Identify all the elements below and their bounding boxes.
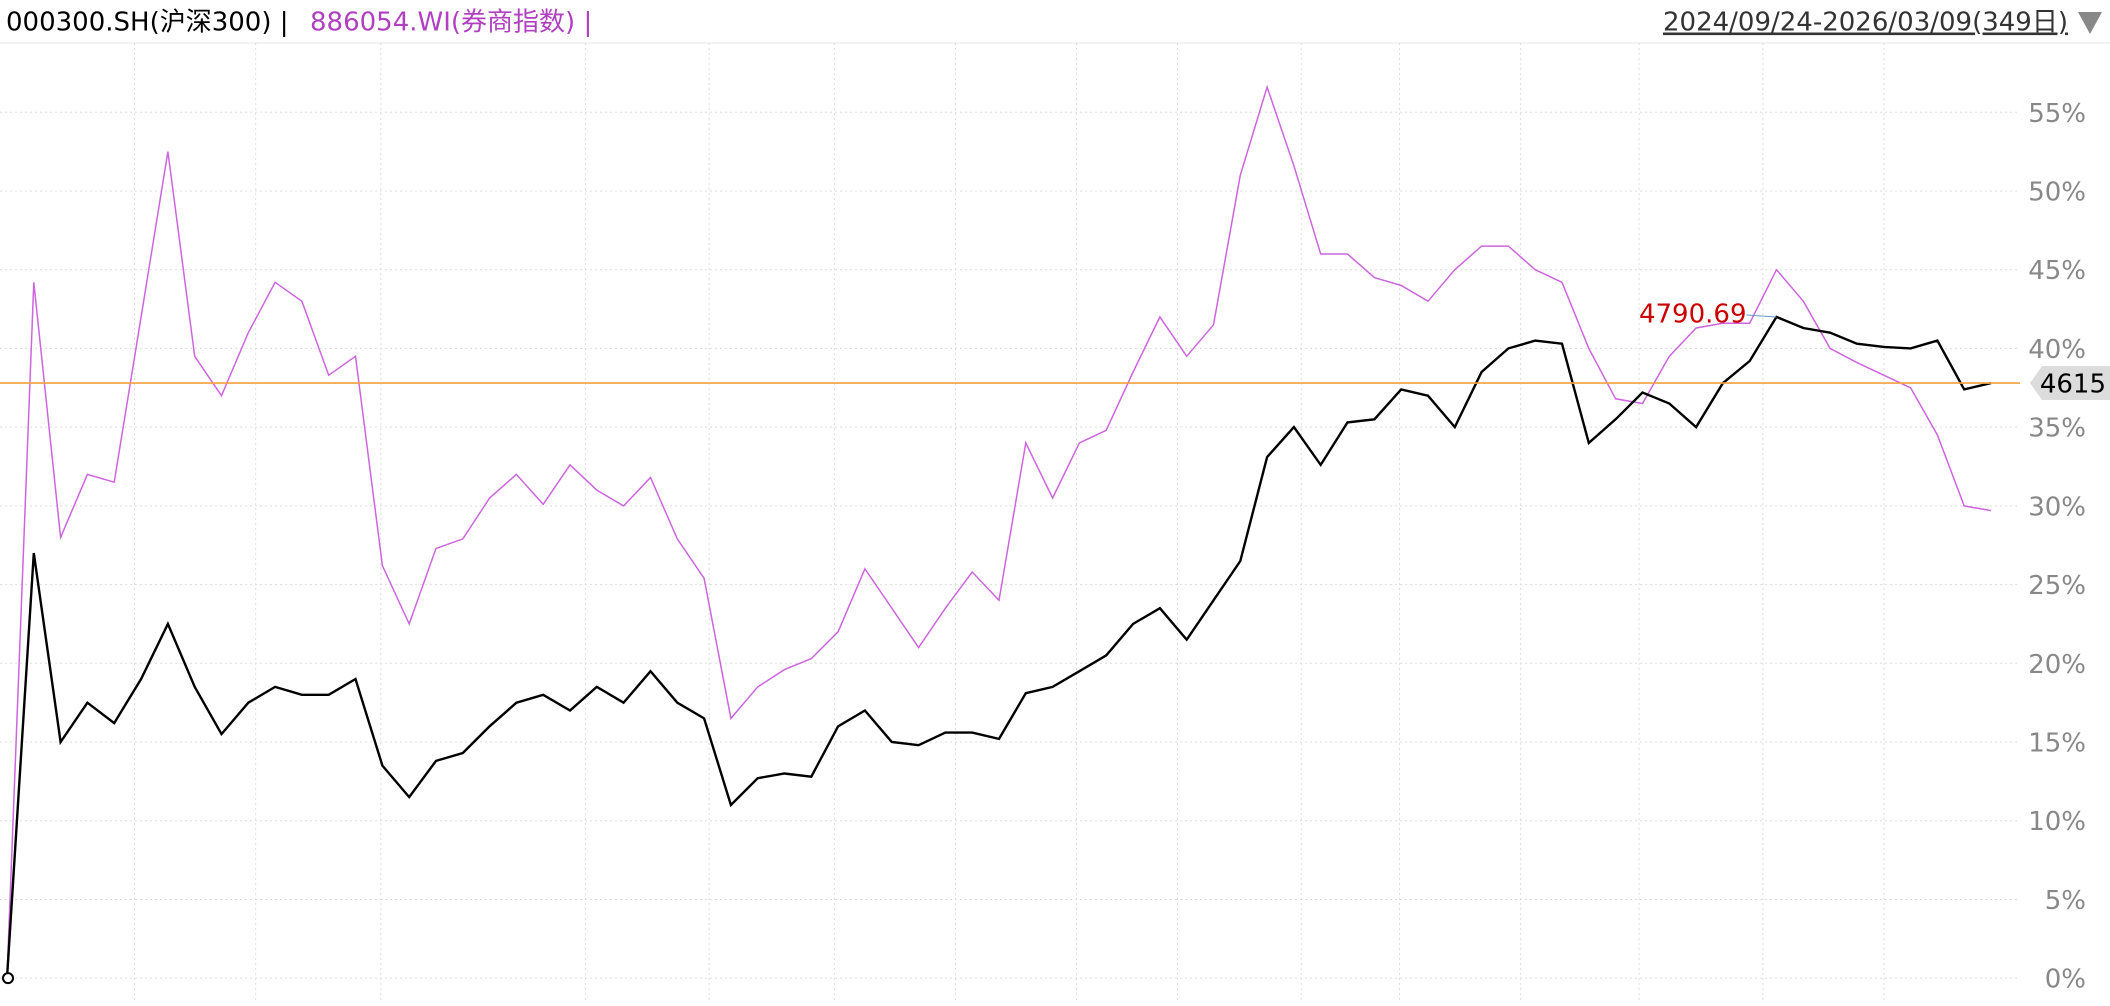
y-tick-label: 5% [2045,886,2086,916]
series-line [5,315,1992,979]
price-label: 4615 [2040,370,2106,400]
y-tick-label: 50% [2028,177,2086,207]
y-tick-label: 0% [2045,965,2086,995]
y-tick-label: 45% [2028,256,2086,286]
y-tick-label: 10% [2028,807,2086,837]
y-tick-label: 20% [2028,650,2086,680]
date-range[interactable]: 2024/09/24-2026/03/09(349日) [1663,8,2068,38]
y-tick-label: 25% [2028,571,2086,601]
y-tick-label: 15% [2028,729,2086,759]
dropdown-icon[interactable] [2078,12,2102,34]
y-tick-label: 40% [2028,335,2086,365]
legend-entry: 000300.SH(沪深300) | [6,8,289,38]
y-tick-label: 55% [2028,99,2086,129]
start-marker [2,972,14,985]
series-line [6,84,1992,979]
annotation: 4790.69 [1639,299,1747,329]
annotation-leader [1746,314,1777,318]
legend-entry: 886054.WI(券商指数) | [310,8,592,38]
y-tick-label: 30% [2028,492,2086,522]
price-tag [2030,366,2110,401]
y-tick-label: 35% [2028,414,2086,444]
